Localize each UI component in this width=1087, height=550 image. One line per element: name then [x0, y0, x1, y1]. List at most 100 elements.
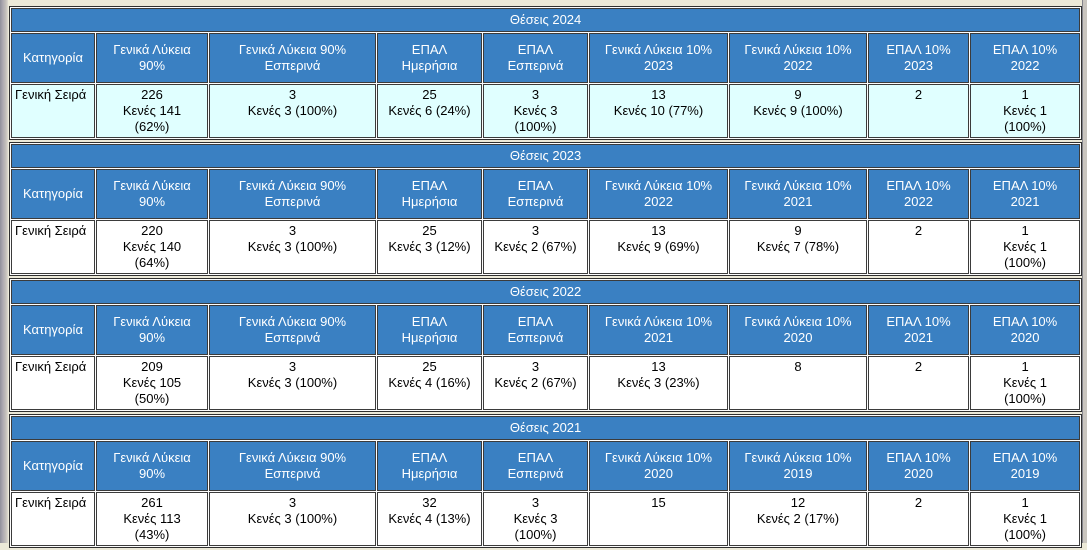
table-title: Θέσεις 2022	[11, 280, 1081, 304]
column-header: ΕΠΑΛ Ημερήσια	[377, 305, 482, 355]
table-header-row: Κατηγορία Γενικά Λύκεια 90% Γενικά Λύκεια …	[11, 169, 1081, 219]
places-cell: 209 Κενές 105 (50%)	[96, 356, 208, 410]
places-total: 2	[914, 495, 923, 510]
table-header-row: Κατηγορία Γενικά Λύκεια 90% Γενικά Λύκεια …	[11, 441, 1081, 491]
window-left-border	[0, 0, 8, 543]
column-header: Κατηγορία	[11, 441, 95, 491]
places-total: 9	[794, 87, 802, 102]
places-cell: 8	[729, 356, 867, 410]
places-cell: 3 Κενές 3 (100%)	[209, 492, 376, 546]
places-cell: 3 Κενές 3 (100%)	[483, 84, 588, 138]
places-vacant: Κενές 140 (64%)	[122, 239, 182, 270]
places-cell: 3 Κενές 3 (100%)	[209, 220, 376, 274]
season-table: Θέσεις 2023 Κατηγορία Γενικά Λύκεια 90% Γεν…	[9, 142, 1083, 276]
table-title: Θέσεις 2023	[11, 144, 1081, 168]
places-vacant: Κενές 113 (43%)	[123, 511, 181, 542]
places-cell: 3 Κενές 2 (67%)	[483, 356, 588, 410]
places-total: 3	[531, 359, 540, 374]
column-header: Γενικά Λύκεια 10% 2020	[729, 305, 867, 355]
places-vacant: Κενές 2 (67%)	[494, 239, 577, 254]
places-total: 12	[790, 495, 806, 510]
places-total: 261	[141, 495, 163, 510]
places-total: 8	[794, 359, 802, 374]
places-cell: 32 Κενές 4 (13%)	[377, 492, 482, 546]
places-vacant: Κενές 1 (100%)	[1003, 511, 1047, 542]
season-table: Θέσεις 2022 Κατηγορία Γενικά Λύκεια 90% Γεν…	[9, 278, 1083, 412]
places-vacant: Κενές 3 (100%)	[513, 103, 558, 134]
places-vacant: Κενές 3 (100%)	[247, 103, 338, 118]
column-header: ΕΠΑΛ 10% 2020	[970, 305, 1081, 355]
places-cell: 1 Κενές 1 (100%)	[970, 356, 1081, 410]
places-total: 3	[531, 223, 540, 238]
places-cell: 1 Κενές 1 (100%)	[970, 492, 1081, 546]
column-header: Κατηγορία	[11, 305, 95, 355]
column-header: ΕΠΑΛ 10% 2023	[868, 33, 969, 83]
table-title-row: Θέσεις 2023	[11, 144, 1081, 168]
places-vacant: Κενές 2 (67%)	[494, 375, 577, 390]
places-total: 2	[914, 223, 923, 238]
category-label: Γενική Σειρά	[11, 84, 95, 138]
category-label: Γενική Σειρά	[11, 220, 95, 274]
places-total: 1	[1021, 87, 1029, 102]
places-total: 209	[141, 359, 163, 374]
column-header: Γενικά Λύκεια 10% 2019	[729, 441, 867, 491]
column-header: ΕΠΑΛ Εσπερινά	[483, 169, 588, 219]
table-title: Θέσεις 2024	[11, 8, 1081, 32]
places-cell: 25 Κενές 4 (16%)	[377, 356, 482, 410]
places-total: 3	[531, 87, 540, 102]
category-label: Γενική Σειρά	[11, 356, 95, 410]
places-vacant: Κενές 10 (77%)	[613, 103, 704, 118]
column-header: ΕΠΑΛ Εσπερινά	[483, 305, 588, 355]
places-cell: 261 Κενές 113 (43%)	[96, 492, 208, 546]
places-cell: 2	[868, 492, 969, 546]
places-total: 13	[651, 223, 666, 238]
places-total: 2	[914, 359, 923, 374]
places-vacant: Κενές 3 (12%)	[388, 239, 471, 254]
places-cell: 3 Κενές 3 (100%)	[209, 84, 376, 138]
table-data-row: Γενική Σειρά 209 Κενές 105 (50%) 3 Κενές 3 (…	[11, 356, 1081, 410]
places-total: 13	[651, 359, 666, 374]
places-total: 1	[1021, 495, 1029, 510]
places-cell: 15	[589, 492, 728, 546]
column-header: Γενικά Λύκεια 90% Εσπερινά	[209, 305, 376, 355]
places-cell: 1 Κενές 1 (100%)	[970, 220, 1081, 274]
window-right-border	[1082, 0, 1087, 543]
table-title-row: Θέσεις 2021	[11, 416, 1081, 440]
table-header-row: Κατηγορία Γενικά Λύκεια 90% Γενικά Λύκεια …	[11, 33, 1081, 83]
places-cell: 13 Κενές 9 (69%)	[589, 220, 728, 274]
places-total: 3	[288, 87, 297, 102]
places-vacant: Κενές 1 (100%)	[1003, 103, 1047, 134]
column-header: Γενικά Λύκεια 10% 2022	[589, 169, 728, 219]
places-cell: 9 Κενές 9 (100%)	[729, 84, 867, 138]
places-total: 226	[141, 87, 163, 102]
column-header: Γενικά Λύκεια 10% 2021	[589, 305, 728, 355]
column-header: Κατηγορία	[11, 33, 95, 83]
season-table: Θέσεις 2024 Κατηγορία Γενικά Λύκεια 90% Γεν…	[9, 6, 1083, 140]
places-cell: 2	[868, 84, 969, 138]
column-header: Γενικά Λύκεια 90%	[96, 33, 208, 83]
places-vacant: Κενές 9 (100%)	[753, 103, 843, 118]
column-header: Γενικά Λύκεια 90%	[96, 169, 208, 219]
places-total: 3	[288, 495, 297, 510]
places-cell: 226 Κενές 141 (62%)	[96, 84, 208, 138]
category-label: Γενική Σειρά	[11, 492, 95, 546]
column-header: ΕΠΑΛ 10% 2021	[970, 169, 1081, 219]
places-cell: 3 Κενές 3 (100%)	[209, 356, 376, 410]
places-total: 25	[422, 87, 437, 102]
table-header-row: Κατηγορία Γενικά Λύκεια 90% Γενικά Λύκεια …	[11, 305, 1081, 355]
places-vacant: Κενές 2 (17%)	[756, 511, 840, 526]
column-header: Κατηγορία	[11, 169, 95, 219]
places-total: 220	[141, 223, 163, 238]
table-data-row: Γενική Σειρά 226 Κενές 141 (62%) 3 Κενές 3 (…	[11, 84, 1081, 138]
column-header: ΕΠΑΛ 10% 2021	[868, 305, 969, 355]
column-header: ΕΠΑΛ Εσπερινά	[483, 441, 588, 491]
column-header: ΕΠΑΛ 10% 2022	[970, 33, 1081, 83]
places-total: 9	[794, 223, 802, 238]
places-report: Θέσεις 2024 Κατηγορία Γενικά Λύκεια 90% Γεν…	[9, 6, 1083, 550]
places-cell: 13 Κενές 10 (77%)	[589, 84, 728, 138]
column-header: Γενικά Λύκεια 10% 2023	[589, 33, 728, 83]
places-vacant: Κενές 3 (100%)	[247, 375, 338, 390]
places-vacant: Κενές 4 (16%)	[388, 375, 471, 390]
places-vacant: Κενές 3 (100%)	[513, 511, 558, 542]
places-total: 13	[651, 87, 666, 102]
